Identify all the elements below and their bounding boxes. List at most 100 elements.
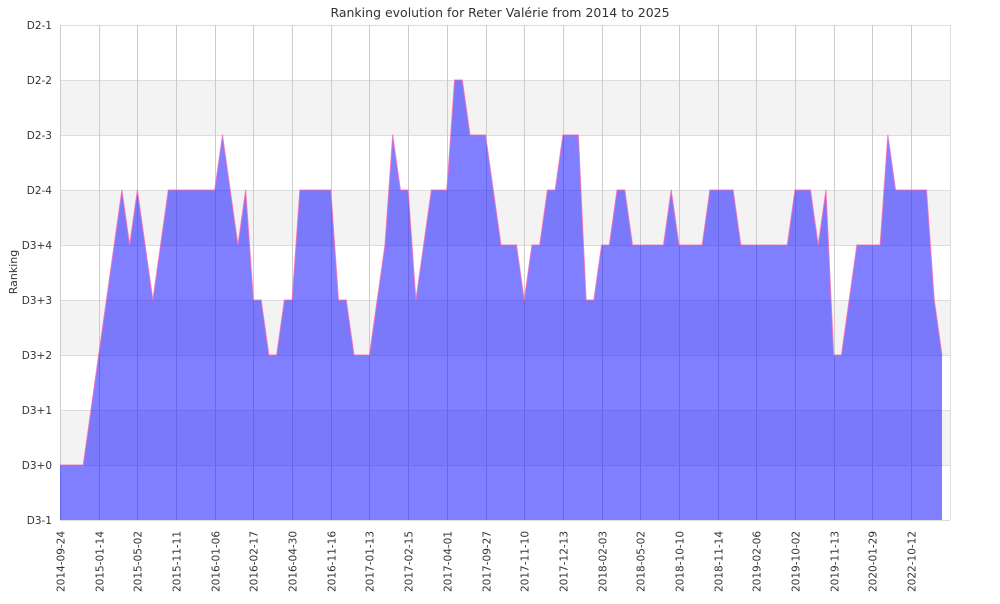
data-point [345, 299, 347, 301]
chart-title: Ranking evolution for Reter Valérie from… [330, 5, 669, 20]
data-point [399, 189, 402, 191]
data-point [624, 189, 626, 191]
data-point [121, 189, 123, 191]
data-point [678, 244, 680, 246]
data-point [577, 134, 579, 136]
data-point [423, 244, 425, 246]
data-point [183, 189, 185, 191]
data-point [314, 189, 316, 191]
data-point [252, 299, 255, 301]
x-tick-label: 2017-11-10 [520, 531, 532, 592]
x-tick-label: 2016-11-16 [327, 531, 339, 592]
data-point [392, 134, 394, 136]
x-tick-label: 2017-02-15 [404, 531, 416, 592]
x-tick-label: 2017-09-27 [482, 531, 494, 592]
y-tick-label: D3+0 [22, 460, 52, 472]
data-point [337, 299, 340, 301]
data-point [755, 244, 757, 246]
data-point [245, 189, 247, 191]
data-point [608, 244, 610, 246]
data-point [864, 244, 866, 246]
data-point [167, 189, 169, 191]
data-point [740, 244, 742, 246]
data-point [709, 189, 711, 191]
y-tick-label: D2-1 [27, 20, 52, 32]
data-point [817, 244, 819, 246]
data-point [306, 189, 309, 191]
data-point [159, 244, 162, 246]
y-tick-label: D2-3 [27, 130, 52, 142]
data-point [469, 134, 471, 136]
data-point [786, 244, 788, 246]
data-point [299, 189, 301, 191]
x-tick-label: 2014-09-24 [56, 531, 68, 592]
data-point [221, 134, 224, 136]
data-point [90, 409, 92, 411]
ranking-series [59, 79, 943, 520]
y-tick-label: D2-4 [27, 185, 53, 197]
data-point [809, 189, 812, 191]
data-point [686, 244, 688, 246]
data-point [353, 354, 355, 356]
data-point [67, 464, 69, 466]
data-point [105, 299, 108, 301]
x-tick-label: 2015-11-11 [172, 531, 184, 592]
data-point [461, 79, 463, 81]
data-point [407, 189, 409, 191]
data-point [894, 189, 897, 191]
data-point [778, 244, 781, 246]
data-point [523, 299, 525, 301]
data-point [562, 134, 564, 136]
data-point [848, 299, 850, 301]
y-tick-label: D3-1 [27, 515, 52, 527]
x-tick-labels: 2014-09-24 2015-01-14 2015-05-02 2015-11-11… [56, 531, 919, 592]
data-point [693, 244, 696, 246]
data-point [214, 189, 216, 191]
data-point [585, 299, 587, 301]
data-point [570, 134, 572, 136]
data-point [871, 244, 873, 246]
data-point [136, 189, 138, 191]
data-point [531, 244, 533, 246]
x-tick-label: 2019-02-06 [752, 531, 764, 592]
data-point [229, 189, 231, 191]
data-point [763, 244, 765, 246]
data-point [98, 354, 100, 356]
data-point [747, 244, 750, 246]
data-point [647, 244, 649, 246]
y-tick-label: D2-2 [27, 75, 52, 87]
data-point [260, 299, 262, 301]
data-point [268, 354, 270, 356]
x-tick-label: 2015-01-14 [95, 531, 107, 592]
grid-band [60, 80, 950, 135]
x-tick-label: 2019-11-13 [830, 531, 842, 592]
data-point [415, 299, 417, 301]
data-point [670, 189, 672, 191]
data-point [198, 189, 200, 191]
data-point [802, 189, 804, 191]
data-point [82, 464, 84, 466]
data-point [430, 189, 432, 191]
x-tick-label: 2017-01-13 [365, 531, 377, 592]
data-point [500, 244, 502, 246]
data-point [113, 244, 115, 246]
data-point [59, 464, 61, 466]
data-point [446, 189, 448, 191]
data-point [554, 189, 556, 191]
data-point [879, 244, 881, 246]
x-tick-label: 2016-04-30 [288, 531, 300, 592]
x-tick-label: 2017-12-13 [559, 531, 571, 592]
data-point [639, 244, 641, 246]
data-point [539, 244, 541, 246]
data-point [376, 299, 378, 301]
data-point [291, 299, 293, 301]
data-point [600, 244, 603, 246]
data-point [438, 189, 440, 191]
data-point [833, 354, 835, 356]
x-tick-label: 2016-02-17 [249, 531, 261, 592]
x-tick-label: 2016-01-06 [211, 531, 223, 592]
x-tick-label: 2018-05-02 [636, 531, 648, 592]
data-point [330, 189, 332, 191]
y-tick-label: D3+4 [22, 240, 53, 252]
data-point [856, 244, 858, 246]
